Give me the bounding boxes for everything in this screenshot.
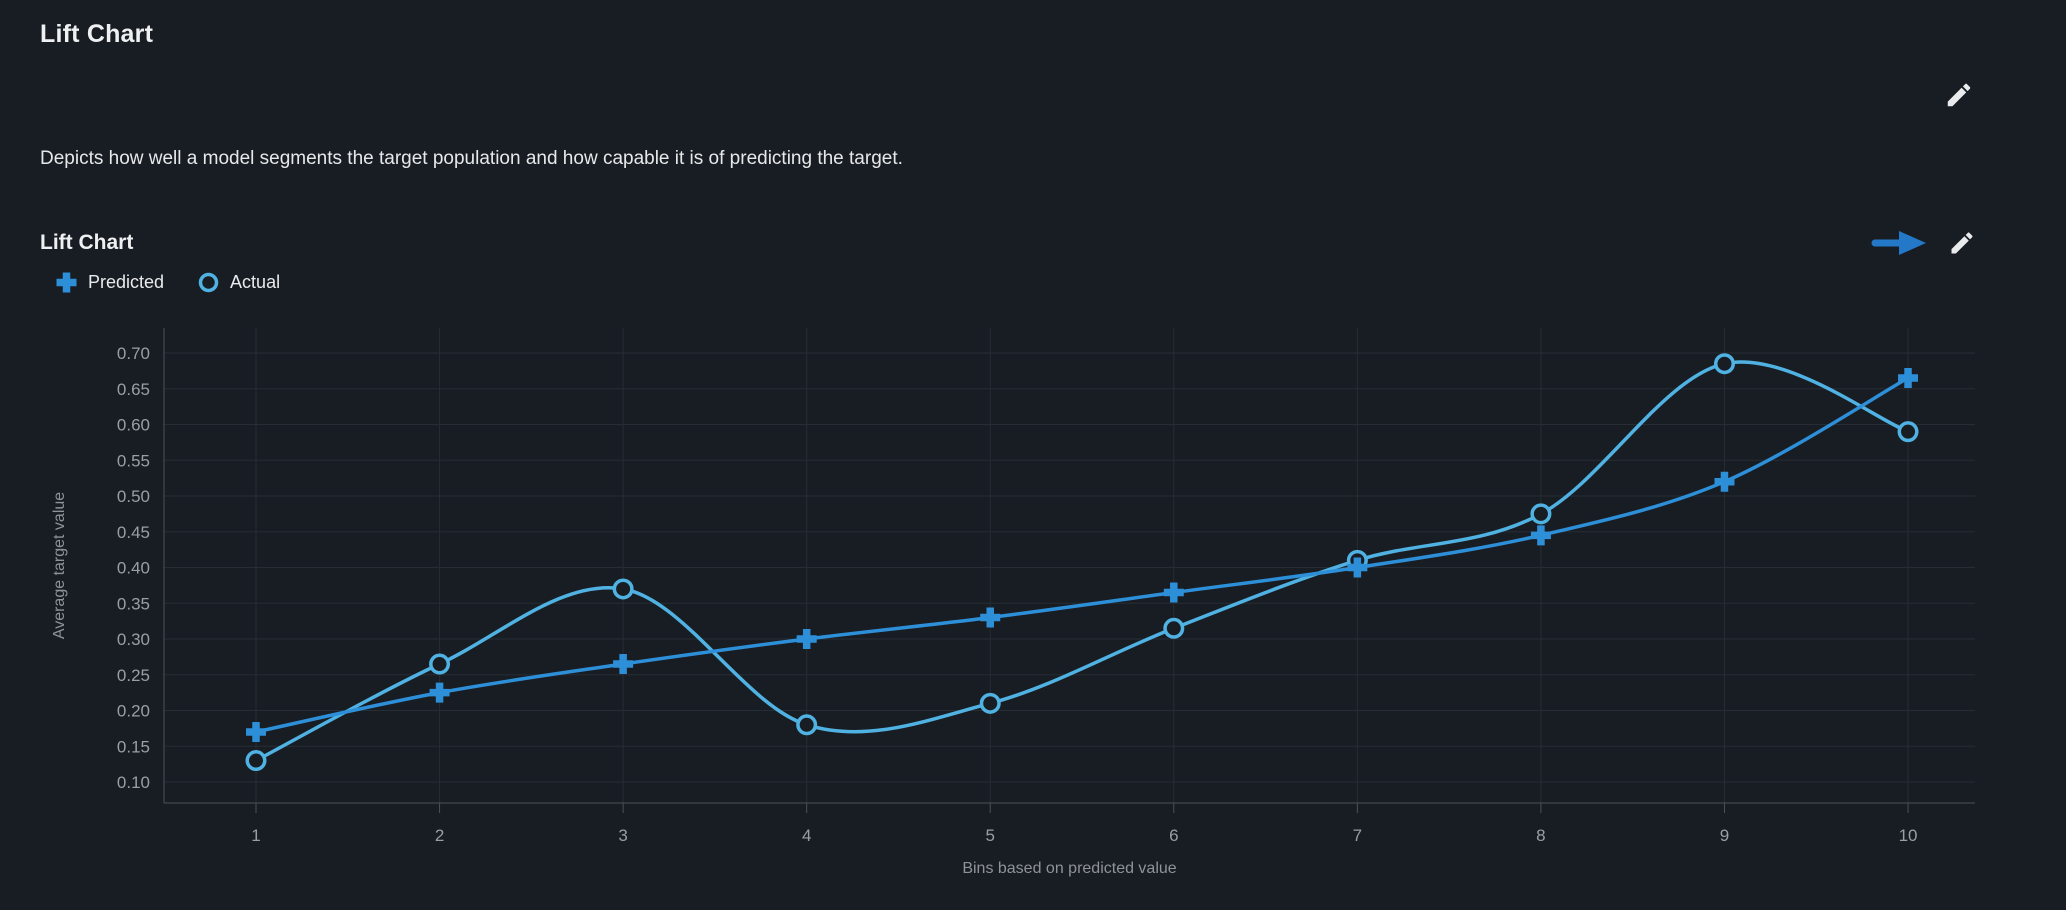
- chart-actions: [1868, 226, 1978, 260]
- series-line-actual: [254, 360, 1910, 763]
- arrow-right-icon: [1871, 231, 1926, 255]
- actual-point-marker: [612, 578, 634, 600]
- svg-text:0.60: 0.60: [117, 416, 150, 435]
- actual-point-marker: [1530, 503, 1552, 525]
- page-description: Depicts how well a model segments the ta…: [40, 148, 903, 169]
- svg-text:0.40: 0.40: [117, 559, 150, 578]
- actual-point-marker: [1897, 421, 1919, 443]
- series-line-predicted: [254, 376, 1910, 734]
- svg-text:8: 8: [1536, 826, 1545, 845]
- predicted-point-marker: [1714, 471, 1735, 492]
- svg-text:0.55: 0.55: [117, 451, 150, 470]
- legend-label-predicted: Predicted: [88, 272, 165, 292]
- edit-description-button[interactable]: [1942, 78, 1976, 112]
- svg-text:0.45: 0.45: [117, 523, 150, 542]
- predicted-point-marker: [613, 654, 634, 675]
- chart-title: Lift Chart: [40, 231, 134, 254]
- predicted-point-marker: [980, 607, 1001, 628]
- predicted-point-marker: [1530, 525, 1551, 546]
- svg-text:0.35: 0.35: [117, 594, 150, 613]
- pencil-icon: [1947, 83, 1971, 107]
- edit-chart-button[interactable]: [1946, 227, 1978, 259]
- svg-text:9: 9: [1720, 826, 1729, 845]
- legend-label-actual: Actual: [230, 272, 281, 292]
- legend-item-actual[interactable]: Actual: [198, 272, 280, 293]
- svg-text:0.20: 0.20: [117, 702, 150, 721]
- svg-text:0.25: 0.25: [117, 666, 150, 685]
- svg-text:Average target value: Average target value: [51, 492, 68, 639]
- svg-text:0.50: 0.50: [117, 487, 150, 506]
- svg-text:6: 6: [1169, 826, 1178, 845]
- actual-point-marker: [796, 714, 818, 736]
- svg-text:0.15: 0.15: [117, 737, 150, 756]
- plus-marker-icon: [56, 272, 77, 293]
- predicted-point-marker: [429, 682, 450, 703]
- chart-legend: Predicted Actual: [56, 272, 280, 293]
- lift-chart-plot[interactable]: 0.10 0.15 0.20 0.25 0.30 0.35 0.40 0.45 0.50 0.55…: [0, 320, 2066, 910]
- actual-point-marker: [979, 692, 1001, 714]
- svg-text:5: 5: [986, 826, 995, 845]
- actual-point-marker: [429, 653, 451, 675]
- predicted-point-marker: [1898, 368, 1919, 389]
- actual-point-marker: [245, 750, 267, 772]
- circle-marker-icon: [198, 272, 219, 293]
- svg-text:Bins based on predicted value: Bins based on predicted value: [962, 860, 1176, 877]
- svg-text:7: 7: [1353, 826, 1362, 845]
- svg-text:4: 4: [802, 826, 811, 845]
- predicted-point-marker: [246, 721, 266, 742]
- svg-text:2: 2: [435, 826, 444, 845]
- page-title: Lift Chart: [40, 20, 154, 48]
- svg-text:1: 1: [251, 826, 260, 845]
- svg-text:0.10: 0.10: [117, 773, 150, 792]
- predicted-point-marker: [1163, 582, 1184, 603]
- svg-text:0.30: 0.30: [117, 630, 150, 649]
- svg-text:0.65: 0.65: [117, 380, 150, 399]
- svg-text:10: 10: [1899, 826, 1918, 845]
- predicted-point-marker: [1347, 557, 1368, 578]
- actual-point-marker: [1713, 353, 1735, 375]
- svg-text:0.70: 0.70: [117, 344, 150, 363]
- predicted-point-marker: [796, 629, 817, 649]
- actual-point-marker: [1163, 617, 1185, 639]
- svg-text:3: 3: [618, 826, 627, 845]
- pencil-icon: [1951, 232, 1973, 254]
- legend-item-predicted[interactable]: Predicted: [56, 272, 164, 293]
- open-chart-button[interactable]: [1868, 226, 1930, 260]
